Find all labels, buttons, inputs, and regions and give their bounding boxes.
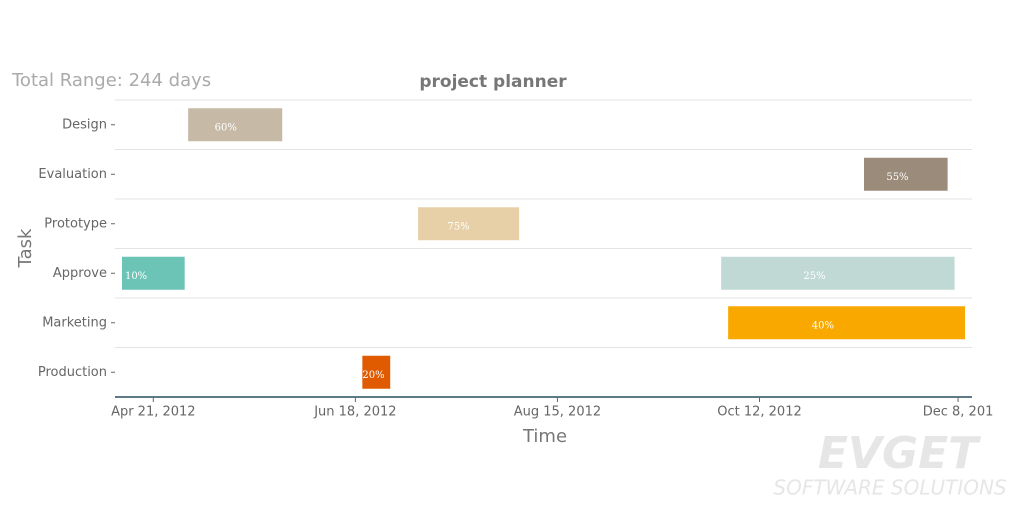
progress-label: 40% bbox=[812, 320, 834, 331]
progress-label: 55% bbox=[886, 172, 908, 183]
progress-label: 60% bbox=[215, 122, 237, 133]
y-tick-label: Marketing bbox=[42, 315, 107, 330]
task-bar bbox=[721, 256, 955, 290]
x-tick-label: Jun 18, 2012 bbox=[313, 405, 396, 420]
progress-label: 20% bbox=[362, 370, 384, 381]
task-bar bbox=[121, 256, 185, 290]
progress-label: 10% bbox=[125, 271, 147, 282]
task-bar bbox=[418, 207, 520, 241]
y-tick-label: Production bbox=[38, 365, 107, 380]
y-tick-label: Evaluation bbox=[38, 167, 107, 182]
task-bar bbox=[362, 355, 391, 389]
y-tick-label: Design bbox=[62, 117, 107, 132]
task-bar bbox=[864, 157, 948, 191]
annotation: Total Range: 244 days bbox=[11, 70, 211, 91]
progress-label: 75% bbox=[447, 221, 469, 232]
x-tick-label: Dec 8, 201 bbox=[923, 405, 994, 420]
x-tick-label: Oct 12, 2012 bbox=[717, 405, 802, 420]
task-bar bbox=[188, 108, 283, 142]
y-axis-title: Task bbox=[15, 228, 36, 268]
y-tick-label: Prototype bbox=[44, 216, 107, 231]
x-tick-label: Aug 15, 2012 bbox=[514, 405, 601, 420]
watermark-brand: EVGET bbox=[818, 428, 981, 479]
chart-title: project planner bbox=[419, 72, 567, 92]
task-bar bbox=[728, 306, 966, 340]
watermark-tagline: SOFTWARE SOLUTIONS bbox=[773, 476, 1007, 500]
y-tick-label: Approve bbox=[53, 266, 107, 281]
x-tick-label: Apr 21, 2012 bbox=[111, 405, 196, 420]
x-axis-title: Time bbox=[522, 426, 567, 447]
progress-label: 25% bbox=[803, 271, 825, 282]
